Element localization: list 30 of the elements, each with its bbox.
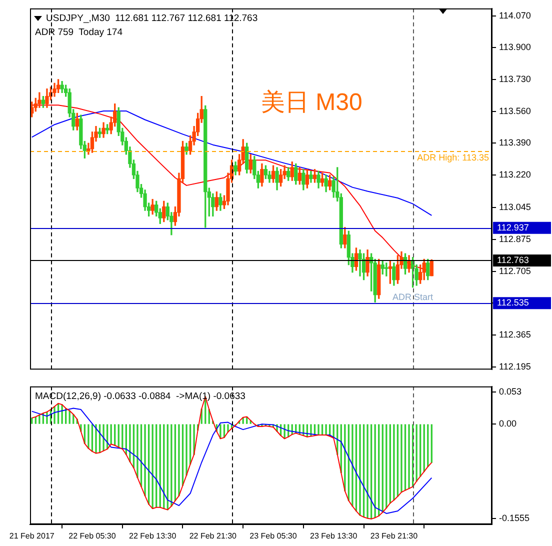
annotation: 美日 M30	[261, 89, 362, 116]
x-tick-label: 22 Feb 13:30	[128, 531, 177, 540]
y-tick-label: 113.730	[499, 74, 531, 84]
x-tick-label: 23 Feb 21:30	[370, 531, 418, 540]
annotation: ADR Start	[392, 292, 434, 302]
y-tick-label: 114.070	[499, 10, 531, 20]
text: ADR 759 Today 174	[35, 27, 122, 38]
text: MACD(12,26,9) -0.0633 -0.0884 ->MA(1) -0.0633	[35, 391, 246, 402]
x-tick-label: 23 Feb 13:30	[310, 531, 358, 540]
ref-line-label: 112.763	[497, 254, 529, 265]
ref-line-label: 112.937	[497, 222, 529, 232]
x-tick-label: 22 Feb 21:30	[189, 531, 238, 540]
y-tick-label: 112.875	[499, 234, 531, 244]
y-tick-label: 0.053	[499, 386, 522, 396]
y-tick-label: 113.045	[499, 202, 531, 212]
ref-line-label: ADR High: 113.35	[417, 152, 489, 163]
y-tick-label: 113.900	[499, 42, 531, 52]
text: USDJPY_,M30 112.681 112.767 112.681 112.763	[46, 13, 258, 24]
y-tick-label: 112.365	[499, 329, 531, 340]
y-tick-label: 112.705	[499, 266, 531, 276]
x-tick-label: 21 Feb 2017	[9, 531, 55, 540]
x-tick-label: 23 Feb 05:30	[250, 531, 298, 540]
x-tick-label: 22 Feb 05:30	[68, 531, 116, 540]
y-tick-label: -0.1555	[499, 513, 530, 524]
y-tick-label: 112.195	[499, 361, 531, 372]
y-tick-label: 113.560	[499, 106, 531, 116]
ref-line-label: 112.535	[497, 298, 529, 308]
y-tick-label: 113.220	[499, 169, 531, 180]
y-tick-label: 0.00	[499, 418, 517, 429]
y-tick-label: 113.390	[499, 138, 531, 148]
